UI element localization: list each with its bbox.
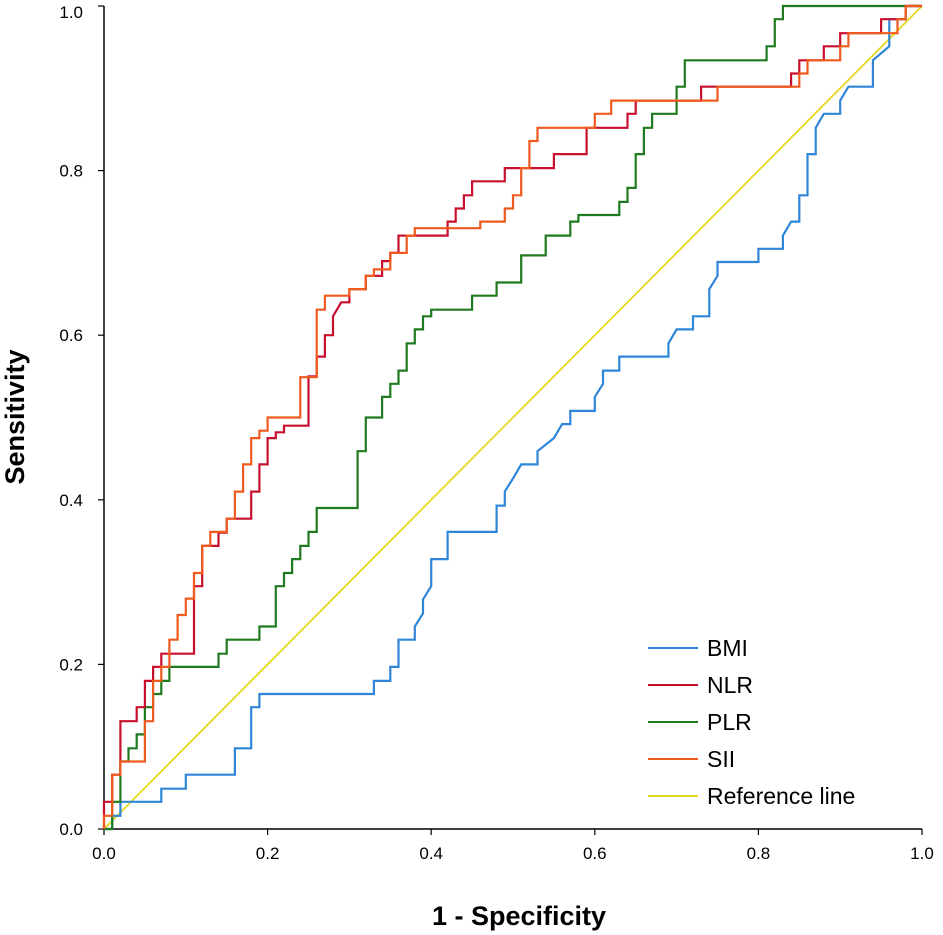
y-tick-label: 0.4 — [59, 491, 83, 510]
legend-label-reference-line: Reference line — [707, 783, 855, 809]
x-ticks: 0.0 0.2 0.4 0.6 0.8 1.0 — [92, 829, 934, 863]
y-tick-label: 0.2 — [59, 655, 83, 674]
x-tick-label: 0.0 — [92, 844, 116, 863]
y-ticks: 0.0 0.2 0.4 0.6 0.8 1.0 — [59, 3, 104, 839]
y-tick-label: 0.8 — [59, 162, 83, 181]
y-tick-label: 0.6 — [59, 326, 83, 345]
legend-label-sii: SII — [707, 746, 735, 772]
legend-label-plr: PLR — [707, 709, 752, 735]
series-line-sii — [102, 4, 922, 829]
y-tick-label: 0.0 — [59, 820, 83, 839]
series-line-reference-line — [103, 5, 923, 830]
series-lines — [102, 4, 923, 831]
x-tick-label: 0.2 — [256, 844, 280, 863]
x-axis-title: 1 - Specificity — [432, 901, 606, 931]
y-tick-label: 1.0 — [59, 3, 83, 22]
x-tick-label: 0.8 — [747, 844, 771, 863]
legend: BMI NLR PLR SII Reference line — [648, 635, 855, 809]
plot-area — [103, 6, 922, 830]
legend-label-nlr: NLR — [707, 672, 753, 698]
x-tick-label: 1.0 — [910, 844, 934, 863]
series-line-plr — [104, 4, 922, 831]
series-line-bmi — [104, 4, 922, 831]
legend-label-bmi: BMI — [707, 635, 748, 661]
x-tick-label: 0.4 — [419, 844, 443, 863]
x-tick-label: 0.6 — [583, 844, 607, 863]
y-axis-title: Sensitivity — [0, 349, 30, 484]
